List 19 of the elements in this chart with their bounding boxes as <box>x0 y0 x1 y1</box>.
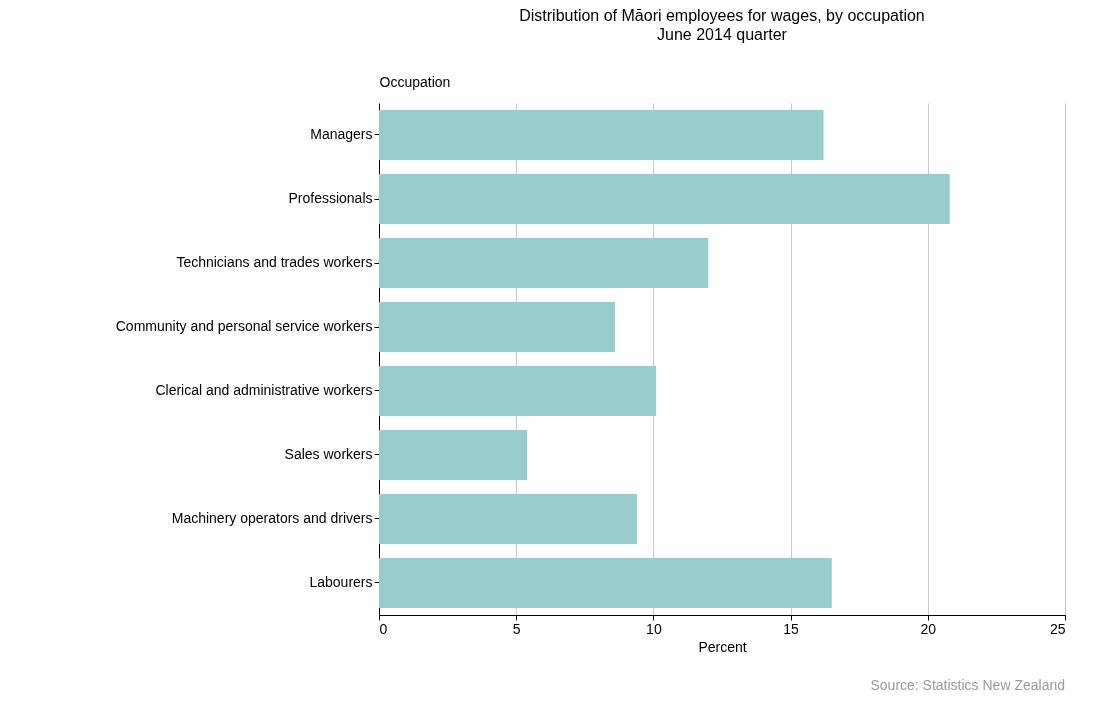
x-axis-title: Percent <box>698 638 747 655</box>
x-tick-label: 20 <box>920 620 937 637</box>
chart-title: Distribution of Māori employees for wages, by occupation <box>519 7 925 24</box>
chart-subtitle: June 2014 quarter <box>657 26 788 43</box>
x-tick-label: 25 <box>1049 620 1066 637</box>
source-note: Source: Statistics New Zealand <box>870 677 1065 693</box>
y-axis-title: Occupation <box>379 73 451 90</box>
y-tick-label: Community and personal service workers <box>115 318 373 334</box>
x-tick-label: 0 <box>379 620 388 637</box>
y-tick-label: Professionals <box>288 190 373 206</box>
y-tick-label: Clerical and administrative workers <box>155 382 373 398</box>
x-tick-label: 5 <box>512 620 521 637</box>
y-tick-label: Managers <box>310 126 373 142</box>
y-tick-label: Technicians and trades workers <box>176 254 373 270</box>
x-tick-label: 15 <box>783 620 800 637</box>
y-tick-label: Sales workers <box>284 446 373 462</box>
y-tick-label: Labourers <box>309 574 373 590</box>
x-tick-label: 10 <box>646 620 662 637</box>
y-tick-label: Machinery operators and drivers <box>171 510 373 526</box>
